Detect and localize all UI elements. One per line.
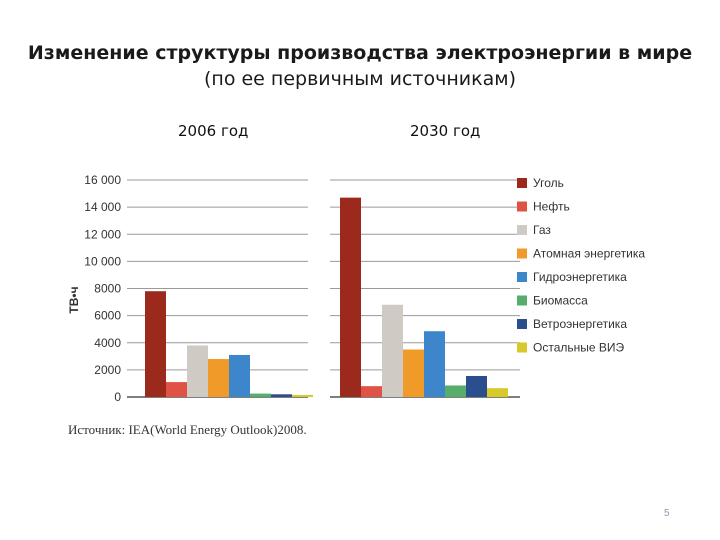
bar-2030-4 (403, 349, 424, 397)
legend-swatch-7 (517, 319, 527, 329)
bar-2006-3 (187, 345, 208, 397)
y-tick-label: 10 000 (84, 254, 121, 268)
legend-label-8: Остальные ВИЭ (533, 341, 625, 355)
bar-2006-2 (166, 382, 187, 397)
y-tick-label: 4000 (94, 336, 121, 350)
y-tick-label: 12 000 (84, 227, 121, 241)
bar-2006-1 (145, 291, 166, 397)
bar-2030-8 (487, 388, 508, 397)
bar-2006-6 (250, 393, 271, 397)
legend-swatch-4 (517, 248, 527, 259)
legend-label-3: Газ (533, 223, 551, 237)
y-tick-label: 6000 (94, 309, 121, 323)
legend-label-4: Атомная энергетика (533, 247, 645, 261)
y-tick-label: 14 000 (84, 200, 121, 214)
legend-swatch-8 (517, 342, 527, 353)
page-number: 5 (664, 508, 670, 519)
bar-2030-2 (361, 386, 382, 397)
y-tick-label: 16 000 (84, 173, 121, 187)
y-tick-label: 0 (114, 390, 121, 404)
legend-swatch-3 (517, 225, 527, 235)
legend-swatch-6 (517, 295, 527, 306)
bar-2030-7 (466, 375, 487, 397)
bar-2030-6 (445, 385, 466, 397)
bar-2006-7 (271, 394, 292, 397)
legend-label-7: Ветроэнергетика (533, 317, 627, 331)
bar-2030-1 (340, 197, 361, 397)
bar-2030-3 (382, 304, 403, 397)
bar-2006-4 (208, 359, 229, 397)
legend-label-1: Уголь (533, 176, 564, 190)
y-tick-label: 8000 (94, 282, 121, 296)
bar-2006-5 (229, 354, 250, 397)
year-label-2030: 2030 год (410, 122, 481, 140)
legend-label-2: Нефть (533, 200, 570, 214)
y-axis-label: ТВ•ч (67, 286, 81, 313)
title-block: Изменение структуры производства электро… (0, 40, 720, 92)
year-label-2006: 2006 год (178, 122, 249, 140)
y-tick-label: 2000 (94, 363, 121, 377)
bar-2006-8 (292, 394, 313, 397)
source-note: Источник: IEA(World Energy Outlook)2008. (68, 422, 307, 437)
legend-swatch-5 (517, 272, 527, 282)
legend-swatch-2 (517, 201, 527, 212)
slide-subtitle: (по ее первичным источникам) (203, 68, 516, 90)
bar-2030-5 (424, 331, 445, 397)
legend-swatch-1 (517, 178, 527, 188)
slide-title: Изменение структуры производства электро… (27, 42, 693, 64)
legend-label-6: Биомасса (533, 294, 588, 308)
legend-label-5: Гидроэнергетика (533, 270, 627, 284)
